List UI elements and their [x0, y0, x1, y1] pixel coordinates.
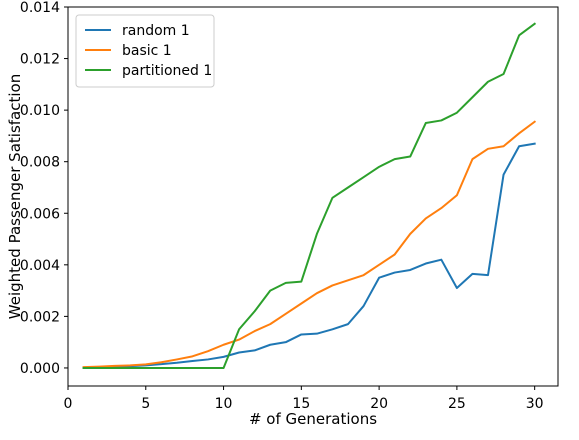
y-tick-label: 0.010	[20, 103, 60, 119]
x-tick-label: 30	[526, 396, 544, 412]
legend: random 1 basic 1 partitioned 1	[75, 14, 215, 88]
y-tick-label: 0.000	[20, 361, 60, 377]
y-tick-label: 0.006	[20, 206, 60, 222]
y-tick-label: 0.008	[20, 155, 60, 171]
x-tick-label: 25	[448, 396, 466, 412]
x-axis-ticks: 0 5 10 15 20 25 30	[64, 386, 544, 412]
y-tick-label: 0.012	[20, 52, 60, 68]
y-axis-label: Weighted Passenger Satisfaction	[6, 74, 24, 319]
series-line-2	[82, 120, 537, 369]
legend-label: partitioned 1	[122, 63, 212, 79]
plot-area-frame	[67, 6, 559, 387]
x-tick-label: 10	[215, 396, 233, 412]
legend-label: random 1	[122, 23, 190, 39]
x-tick-label: 0	[64, 396, 73, 412]
legend-label: basic 1	[122, 43, 172, 59]
y-tick-label: 0.002	[20, 309, 60, 325]
plot-frame	[67, 6, 559, 387]
x-tick-label: 5	[141, 396, 150, 412]
x-tick-label: 20	[370, 396, 388, 412]
series-line-3	[82, 22, 537, 369]
series-line-1	[82, 142, 536, 369]
y-tick-label: 0.004	[20, 258, 60, 274]
series-lines	[82, 22, 537, 369]
x-tick-label: 15	[292, 396, 310, 412]
x-axis-label: # of Generations	[249, 410, 377, 428]
y-tick-label: 0.014	[20, 0, 60, 16]
y-axis-ticks: 0.000 0.002 0.004 0.006 0.008 0.010 0.012 0.014	[20, 0, 68, 377]
